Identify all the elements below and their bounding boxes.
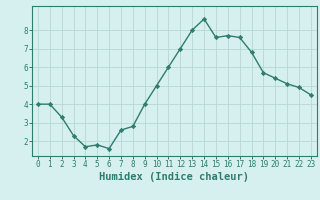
X-axis label: Humidex (Indice chaleur): Humidex (Indice chaleur) — [100, 172, 249, 182]
